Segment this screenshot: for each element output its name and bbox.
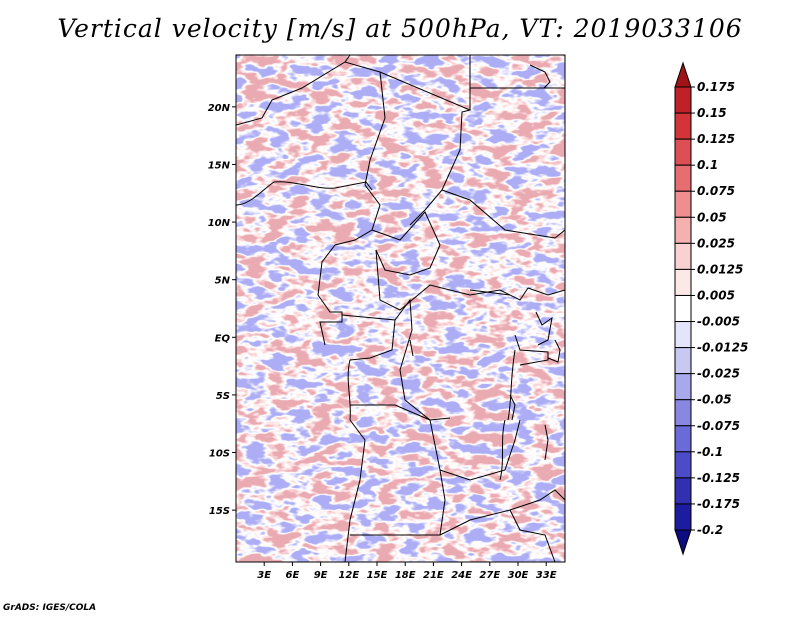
border-line [344,55,351,63]
border-line [350,404,446,536]
lon-tick-label: 9E [314,570,328,581]
colorbar-label: 0.005 [697,288,735,302]
colorbar-label: 0.15 [697,106,727,120]
lake-outline [544,424,549,461]
colorbar-label: -0.005 [697,315,740,329]
colorbar-label: 0.175 [697,80,735,94]
lat-tick-label: 5N [215,276,231,287]
colorbar-swatch [674,112,692,140]
lat-tick-label: 10N [208,218,231,229]
lat-tick-label: 5S [216,391,230,402]
lake-outline [547,339,561,363]
border-line [527,287,565,296]
border-line [469,289,511,296]
border-line [317,184,381,296]
colorbar-label: -0.05 [697,393,732,407]
colorbar-swatch [674,425,692,453]
colorbar-swatch [674,294,692,323]
colorbar-swatch [674,86,692,114]
border-line [514,334,549,366]
border-line [371,211,441,276]
lat-tick-label: 15S [209,506,230,517]
lon-tick-label: 27E [479,570,500,581]
border-line [341,314,396,361]
lon-tick-label: 12E [338,570,359,581]
lon-tick-label: 3E [257,570,271,581]
lon-tick-label: 33E [536,570,557,581]
lake-outline [509,394,516,421]
colorbar-label: 0.025 [697,236,735,250]
colorbar-label: 0.1 [697,158,718,172]
colorbar-swatch [674,242,692,270]
lon-tick-label: 24E [451,570,472,581]
latitude-axis: 20N 15N 10N 5N EQ 5S 10S 15S [208,103,236,517]
border-line [441,189,565,239]
lon-tick-label: 15E [367,570,388,581]
colorbar-label: 0.05 [697,210,727,224]
lon-tick-label: 21E [423,570,444,581]
border-line [507,349,516,421]
lat-tick-label: 10S [209,449,230,460]
lat-tick-label: 15N [208,160,231,171]
lat-tick-label: EQ [215,333,231,344]
colorbar-label: -0.175 [697,497,740,511]
grads-credit: GrADS: IGES/COLA [3,603,97,613]
colorbar-label: 0.0125 [697,262,743,276]
colorbar-swatch [674,268,692,296]
country-borders [236,55,565,562]
colorbar-label: -0.0125 [697,341,748,355]
lon-tick-label: 18E [395,570,416,581]
colorbar-swatch [674,216,692,244]
colorbar-bottom-triangle [674,529,692,556]
colorbar-label: -0.075 [697,419,740,433]
colorbar-label: -0.025 [697,367,740,381]
colorbar-swatch [674,138,692,166]
lake-outline [535,311,553,346]
colorbar-swatch [674,190,692,218]
colorbar-swatch [674,347,692,375]
colorbar-swatch [674,503,692,531]
border-line [236,181,373,206]
colorbar-label: -0.2 [697,523,723,537]
colorbar-swatch [674,373,692,401]
colorbar: 0.175 0.15 0.125 0.1 0.075 0.05 0.025 0.0125 0.0… [674,61,748,556]
map-frame [235,54,566,563]
border-line [375,249,529,311]
border-line [499,419,506,481]
colorbar-label: -0.125 [697,471,740,485]
lon-tick-label: 6E [286,570,300,581]
lon-tick-label: 30E [508,570,529,581]
velocity-field-raster [236,55,565,562]
lake-outline [409,339,414,357]
colorbar-label: -0.1 [697,445,723,459]
border-line [317,294,343,346]
border-line [509,509,556,562]
colorbar-top-triangle [674,61,692,88]
lat-tick-label: 20N [208,103,231,114]
colorbar-swatch [674,477,692,505]
colorbar-swatch [674,321,692,349]
border-line [529,64,551,89]
velocity-field [236,55,565,562]
colorbar-label: 0.125 [697,132,735,146]
colorbar-swatch [674,451,692,479]
colorbar-swatch [674,164,692,192]
colorbar-label: 0.075 [697,184,735,198]
border-line [439,419,521,481]
colorbar-swatch [674,399,692,427]
longitude-axis: 3E 6E 9E 12E 15E 18E 21E 24E 27E 30E 33E [257,562,557,581]
chart-title: Vertical velocity [m/s] at 500hPa, VT: 2… [57,14,743,43]
border-line [439,489,565,536]
